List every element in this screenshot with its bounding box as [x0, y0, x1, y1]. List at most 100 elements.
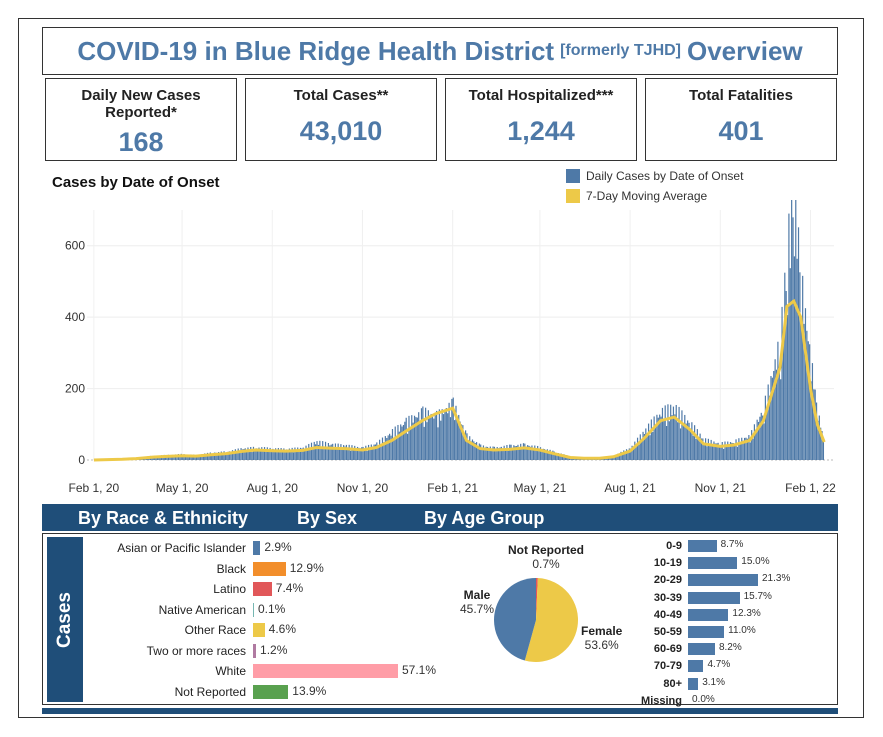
daily-case-bar [444, 410, 446, 460]
race-bar [253, 541, 261, 555]
age-row[interactable]: 30-39 15.7% [640, 590, 840, 606]
daily-case-bar [770, 376, 772, 460]
daily-case-bar [449, 417, 452, 460]
daily-case-bar [538, 451, 540, 460]
pie-slice-not-reported[interactable] [536, 578, 538, 620]
daily-case-bar [265, 451, 267, 460]
daily-case-bar [674, 414, 676, 460]
daily-case-bar [709, 446, 711, 460]
daily-case-bar [728, 444, 730, 460]
daily-case-bar [695, 438, 697, 460]
daily-case-bar [527, 445, 529, 460]
daily-case-bar [528, 445, 530, 460]
legend-item-daily[interactable]: Daily Cases by Date of Onset [566, 166, 743, 186]
section-age-label[interactable]: By Age Group [424, 508, 545, 528]
daily-case-bar [195, 455, 198, 460]
section-sex-label[interactable]: By Sex [297, 508, 358, 528]
age-label: 30-39 [653, 591, 682, 604]
daily-case-bar [735, 439, 737, 460]
race-row[interactable]: Other Race 4.6% [90, 620, 490, 640]
race-row[interactable]: Black 12.9% [90, 559, 490, 579]
daily-case-bar [412, 422, 414, 460]
age-bar [688, 540, 717, 552]
cases-chart[interactable]: 0 200 400 600 Feb 1, 20 May 1, 20 Aug 1, 20 Nov… [42, 200, 838, 500]
age-row[interactable]: Missing 0.0% [640, 693, 840, 709]
daily-case-bar [441, 409, 443, 460]
race-bar [253, 582, 272, 596]
daily-case-bar [803, 323, 805, 460]
daily-case-bar [477, 446, 479, 460]
daily-case-bar [233, 452, 235, 460]
daily-case-bar [682, 425, 684, 460]
daily-case-bar [552, 450, 554, 460]
daily-case-bar [774, 359, 776, 460]
daily-case-bar [272, 448, 274, 460]
x-tick-label: Aug 1, 20 [247, 481, 299, 495]
race-bar [253, 603, 254, 617]
race-row[interactable]: Asian or Pacific Islander 2.9% [90, 538, 490, 558]
race-label: Native American [158, 603, 246, 617]
pie-slice-male[interactable] [494, 578, 536, 661]
age-row[interactable]: 80+ 3.1% [640, 676, 840, 692]
daily-case-bar [643, 433, 646, 460]
daily-case-bar [297, 447, 299, 460]
daily-case-bar [775, 369, 778, 460]
daily-case-bar [553, 451, 555, 460]
age-row[interactable]: 10-19 15.0% [640, 555, 840, 571]
daily-case-bar [529, 446, 532, 460]
daily-case-bar [349, 450, 352, 460]
daily-case-bar [710, 439, 712, 460]
daily-case-bar [650, 419, 652, 460]
daily-case-bar [458, 414, 460, 460]
section-race-label[interactable]: By Race & Ethnicity [78, 508, 249, 528]
daily-case-bar [257, 448, 259, 460]
sex-pie-chart[interactable] [491, 575, 591, 675]
daily-case-bar [807, 341, 809, 460]
daily-case-bar [470, 441, 472, 460]
daily-case-bar [356, 446, 359, 460]
sex-pct: 0.7% [532, 557, 560, 571]
daily-case-bar [397, 424, 399, 460]
daily-case-bar [212, 453, 214, 460]
daily-case-bar [447, 413, 449, 460]
race-row[interactable]: Two or more races 1.2% [90, 641, 490, 661]
daily-case-bar [777, 341, 779, 460]
x-tick-label: Feb 1, 20 [69, 481, 120, 495]
age-row[interactable]: 20-29 21.3% [640, 572, 840, 588]
race-value: 7.4% [275, 581, 304, 595]
daily-case-bar [804, 308, 807, 460]
kpi-total-hospitalized: Total Hospitalized*** 1,244 [445, 78, 637, 161]
daily-case-bar [736, 446, 739, 460]
daily-case-bar [639, 434, 641, 460]
daily-case-bar [351, 445, 353, 460]
daily-case-bar [211, 454, 213, 460]
race-row[interactable]: White 57.1% [90, 661, 490, 681]
cases-tab[interactable]: Cases [47, 537, 83, 702]
daily-case-bar [292, 452, 295, 460]
chart-title: Cases by Date of Onset [52, 174, 220, 191]
sex-label-female: Female 53.6% [581, 624, 622, 652]
race-row[interactable]: Not Reported 13.9% [90, 682, 490, 702]
pie-slice-female[interactable] [524, 578, 578, 662]
age-row[interactable]: 60-69 8.2% [640, 641, 840, 657]
daily-case-bar [310, 442, 313, 460]
daily-case-bar [462, 425, 464, 460]
age-row[interactable]: 70-79 4.7% [640, 658, 840, 674]
race-row[interactable]: Latino 7.4% [90, 579, 490, 599]
daily-case-bar [254, 450, 256, 460]
age-row[interactable]: 40-49 12.3% [640, 607, 840, 623]
daily-case-bar [475, 442, 478, 460]
daily-case-bar [818, 415, 820, 460]
daily-case-bar [537, 445, 539, 460]
daily-case-bar [491, 449, 493, 460]
daily-case-bar [705, 438, 707, 460]
daily-case-bar [691, 422, 693, 460]
daily-case-bar [290, 451, 292, 460]
race-row[interactable]: Native American 0.1% [90, 600, 490, 620]
age-row[interactable]: 50-59 11.0% [640, 624, 840, 640]
daily-case-bar [661, 407, 664, 460]
kpi-value: 43,010 [299, 116, 383, 146]
legend-item-average[interactable]: 7-Day Moving Average [566, 186, 743, 206]
age-row[interactable]: 0-9 8.7% [640, 538, 840, 554]
daily-case-bar [482, 445, 485, 460]
